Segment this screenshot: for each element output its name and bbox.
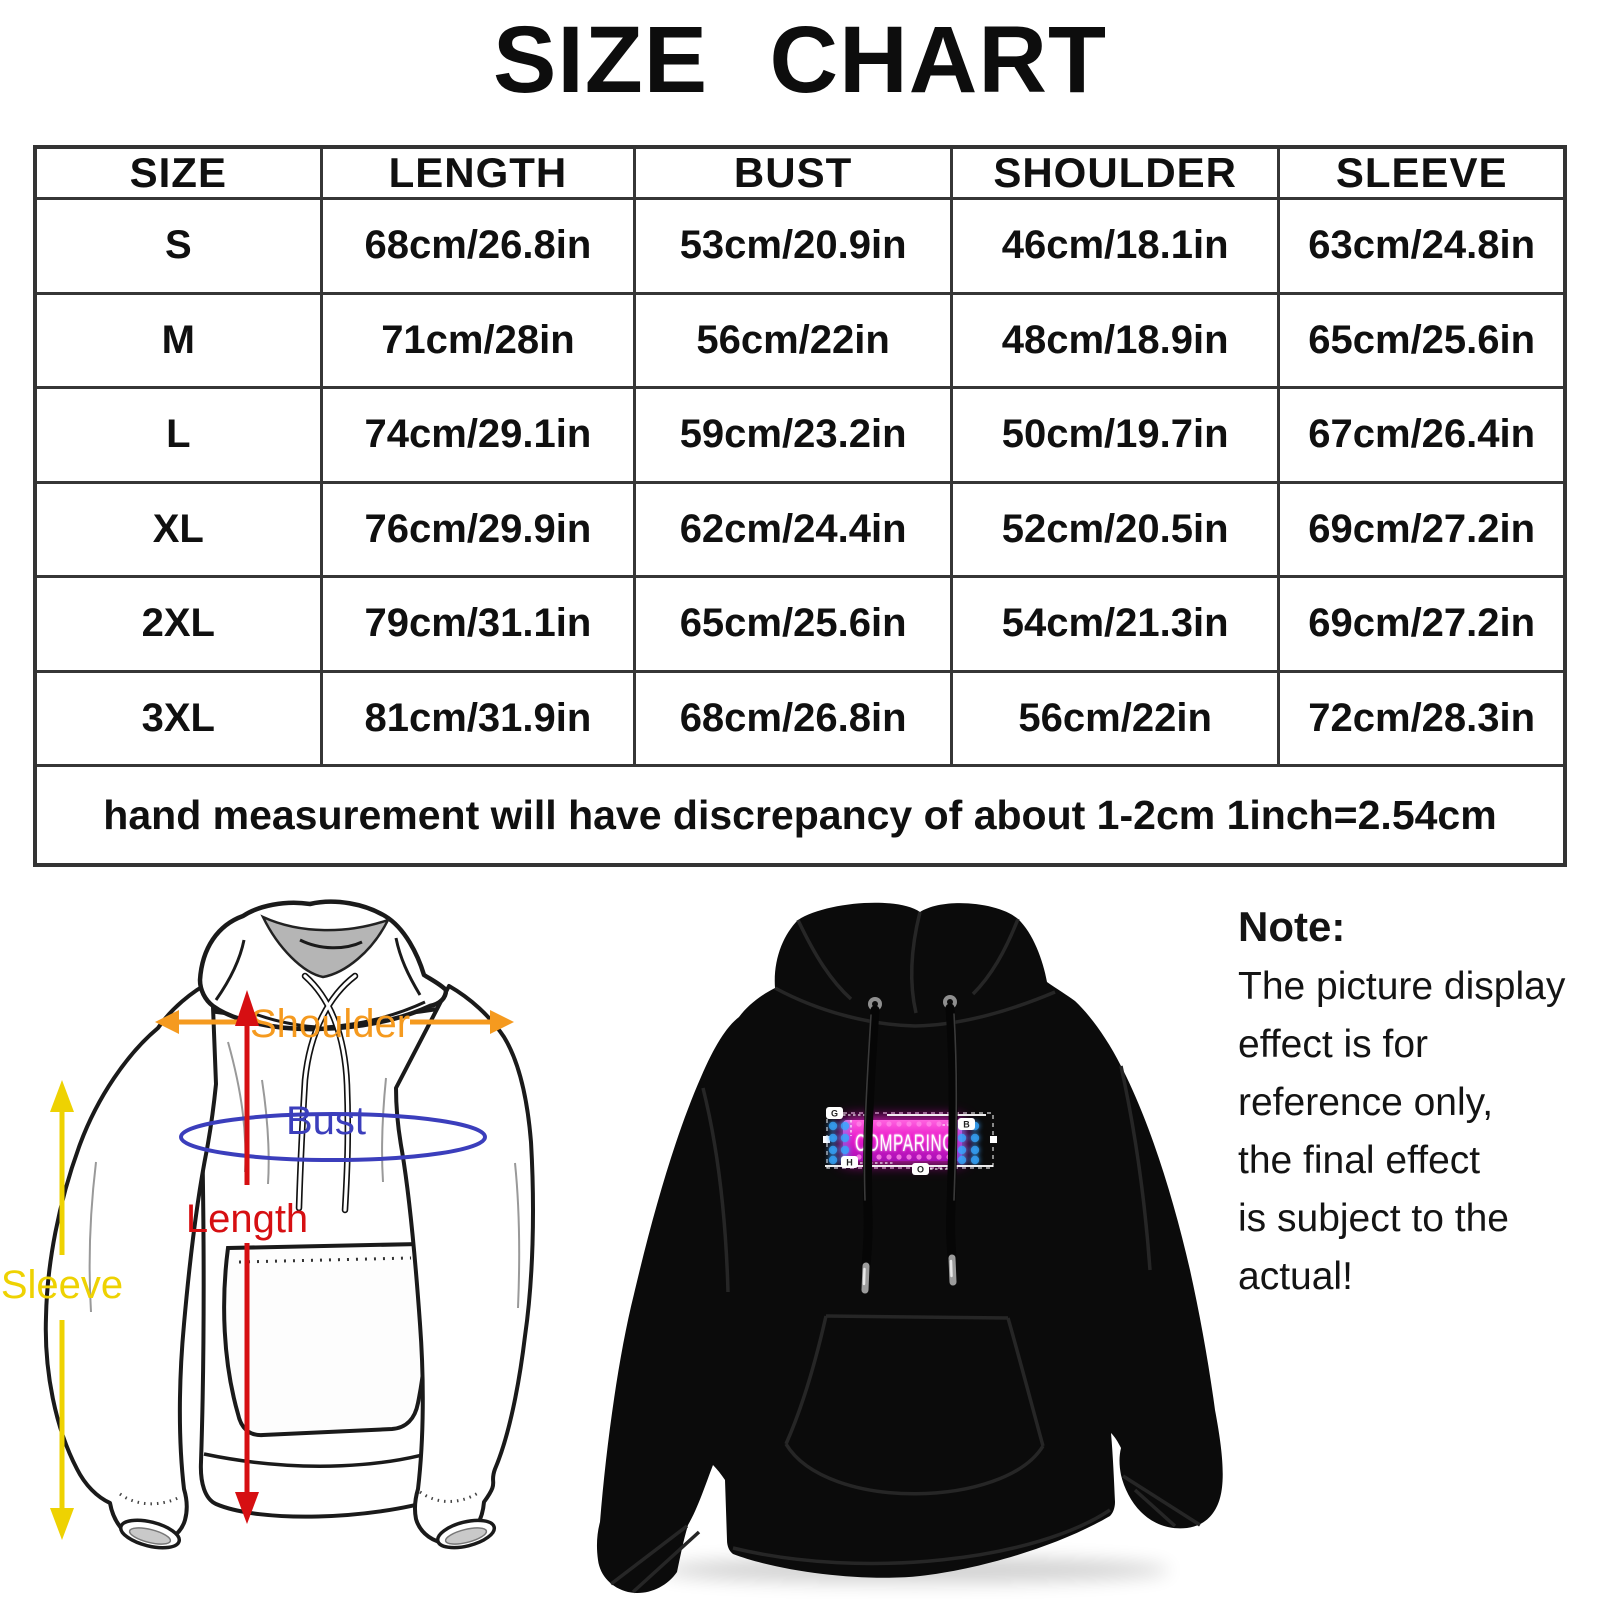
hood: [197, 899, 449, 1214]
header-bust: BUST: [633, 145, 953, 200]
cell-bust: 53cm/20.9in: [633, 197, 953, 295]
cell-bust: 68cm/26.8in: [633, 669, 953, 767]
print-badge: H: [846, 1158, 853, 1168]
table-row: XL 76cm/29.9in 62cm/24.4in 52cm/20.5in 6…: [33, 480, 1567, 578]
cell-length: 74cm/29.1in: [319, 386, 637, 484]
table-row: L 74cm/29.1in 59cm/23.2in 50cm/19.7in 67…: [33, 386, 1567, 484]
print-badges: G B H O: [826, 1107, 975, 1175]
table-footnote-row: hand measurement will have discrepancy o…: [33, 764, 1567, 867]
table-header-row: SIZE LENGTH BUST SHOULDER SLEEVE: [33, 145, 1567, 200]
cell-size: L: [33, 386, 323, 484]
length-label: Length: [186, 1197, 308, 1241]
sleeve-measure: Sleeve: [1, 1080, 123, 1540]
sleeve-folds: [88, 1161, 521, 1313]
measurement-disclaimer: hand measurement will have discrepancy o…: [33, 764, 1567, 867]
cell-length: 81cm/31.9in: [319, 669, 637, 767]
black-drawstrings: [861, 1003, 958, 1294]
black-hoodie-detail-lines: [609, 911, 1201, 1594]
page-title: SIZE CHART: [493, 7, 1107, 113]
bust-measure: Bust: [179, 1099, 487, 1162]
header-shoulder: SHOULDER: [949, 145, 1281, 200]
table-row: 2XL 79cm/31.1in 65cm/25.6in 54cm/21.3in …: [33, 575, 1567, 673]
header-size: SIZE: [33, 145, 323, 200]
header-length: LENGTH: [319, 145, 637, 200]
note-line: reference only,: [1238, 1081, 1494, 1124]
cell-length: 79cm/31.1in: [319, 575, 637, 673]
cell-sleeve: 65cm/25.6in: [1277, 291, 1567, 389]
note-line: effect is for: [1238, 1023, 1429, 1066]
cell-size: 2XL: [33, 575, 323, 673]
cell-sleeve: 63cm/24.8in: [1277, 197, 1567, 295]
bust-label: Bust: [286, 1099, 366, 1143]
sleeve-label: Sleeve: [1, 1263, 123, 1307]
cell-size: M: [33, 291, 323, 389]
header-sleeve: SLEEVE: [1277, 145, 1567, 200]
cell-size: XL: [33, 480, 323, 578]
cell-sleeve: 72cm/28.3in: [1277, 669, 1567, 767]
sleeves: [43, 979, 535, 1547]
cell-bust: 65cm/25.6in: [633, 575, 953, 673]
cell-bust: 59cm/23.2in: [633, 386, 953, 484]
cell-shoulder: 46cm/18.1in: [949, 197, 1281, 295]
cell-sleeve: 67cm/26.4in: [1277, 386, 1567, 484]
print-badge: G: [831, 1109, 838, 1119]
table-row: 3XL 81cm/31.9in 68cm/26.8in 56cm/22in 72…: [33, 669, 1567, 767]
cell-shoulder: 54cm/21.3in: [949, 575, 1281, 673]
cell-bust: 62cm/24.4in: [633, 480, 953, 578]
table-row: S 68cm/26.8in 53cm/20.9in 46cm/18.1in 63…: [33, 197, 1567, 295]
cell-sleeve: 69cm/27.2in: [1277, 575, 1567, 673]
cell-size: S: [33, 197, 323, 295]
cell-length: 76cm/29.9in: [319, 480, 637, 578]
length-measure: Length: [186, 990, 308, 1524]
print-badge: B: [963, 1120, 970, 1130]
cell-shoulder: 52cm/20.5in: [949, 480, 1281, 578]
cell-shoulder: 50cm/19.7in: [949, 386, 1281, 484]
note-block: Note: The picture display effect is for …: [1238, 896, 1598, 1306]
cell-length: 68cm/26.8in: [319, 197, 637, 295]
note-line: actual!: [1238, 1255, 1353, 1298]
size-table: SIZE LENGTH BUST SHOULDER SLEEVE S 68cm/…: [33, 145, 1567, 867]
cell-sleeve: 69cm/27.2in: [1277, 480, 1567, 578]
cuffs: [118, 1490, 497, 1550]
cell-size: 3XL: [33, 669, 323, 767]
product-hoodie-image: COMPARING: [596, 902, 1223, 1594]
cell-bust: 56cm/22in: [633, 291, 953, 389]
black-hoodie-silhouette: [596, 902, 1223, 1594]
drawstrings: [295, 972, 359, 1214]
note-line: is subject to the: [1238, 1197, 1509, 1240]
cell-shoulder: 56cm/22in: [949, 669, 1281, 767]
print-badge: O: [917, 1165, 924, 1175]
cell-shoulder: 48cm/18.9in: [949, 291, 1281, 389]
shoulder-label: Shoulder: [250, 1002, 410, 1046]
note-line: the final effect: [1238, 1139, 1481, 1182]
note-line: The picture display: [1238, 965, 1566, 1008]
note-heading: Note:: [1238, 903, 1346, 950]
measurement-diagram: Shoulder Bust Length Sleeve: [1, 899, 535, 1550]
shoulder-measure: Shoulder: [155, 1002, 514, 1046]
kangaroo-pocket: [222, 1241, 429, 1438]
cell-length: 71cm/28in: [319, 291, 637, 389]
table-row: M 71cm/28in 56cm/22in 48cm/18.9in 65cm/2…: [33, 291, 1567, 389]
